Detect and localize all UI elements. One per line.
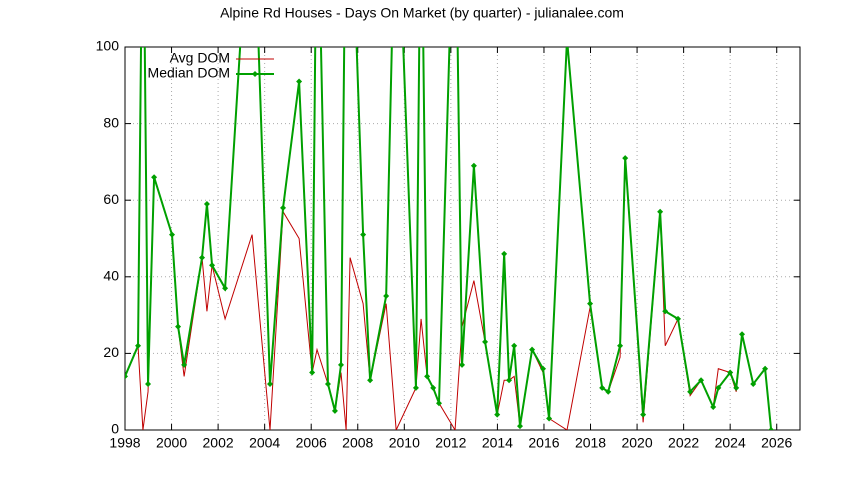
point [511, 342, 518, 349]
point [768, 427, 775, 430]
legend-label: Median DOM [148, 65, 230, 81]
x-tick-label: 2012 [435, 435, 466, 451]
x-tick-label: 2024 [715, 435, 746, 451]
x-tick-label: 2008 [342, 435, 373, 451]
point [459, 361, 466, 368]
x-tick-label: 2016 [528, 435, 559, 451]
point [506, 377, 513, 384]
x-tick-label: 2004 [249, 435, 280, 451]
point [599, 384, 606, 391]
x-tick-label: 2018 [575, 435, 606, 451]
x-tick-label: 2014 [482, 435, 513, 451]
x-tick-label: 2010 [389, 435, 420, 451]
point [640, 411, 647, 418]
point [715, 384, 722, 391]
point [733, 384, 740, 391]
point [762, 365, 769, 372]
point [267, 381, 274, 388]
point [222, 285, 229, 292]
point [424, 373, 431, 380]
point [169, 231, 176, 238]
point [470, 162, 477, 169]
point [280, 204, 287, 211]
point [296, 78, 303, 85]
point [360, 231, 367, 238]
point [199, 254, 206, 261]
point [383, 292, 390, 299]
y-tick-label: 100 [96, 38, 120, 54]
series-line [125, 158, 772, 430]
plot-area [125, 36, 775, 430]
point [209, 262, 216, 269]
point [367, 377, 374, 384]
x-tick-label: 2026 [761, 435, 792, 451]
point [546, 415, 553, 422]
y-tick-label: 80 [103, 114, 119, 130]
series-line [125, 47, 773, 430]
x-tick-label: 2002 [203, 435, 234, 451]
point [338, 361, 344, 368]
x-tick-label: 2006 [296, 435, 327, 451]
point [727, 369, 734, 376]
point [698, 377, 705, 384]
point [657, 208, 664, 215]
y-tick-label: 20 [103, 344, 119, 360]
point [622, 155, 629, 162]
point [540, 365, 547, 372]
point [203, 201, 210, 208]
point [529, 346, 536, 353]
point [135, 342, 142, 349]
point [324, 381, 331, 388]
x-tick-label: 2000 [156, 435, 187, 451]
point [739, 331, 746, 338]
x-tick-label: 2022 [668, 435, 699, 451]
point [412, 384, 419, 391]
y-tick-label: 60 [103, 191, 119, 207]
point [430, 384, 437, 391]
y-tick-label: 0 [111, 421, 119, 437]
point [175, 323, 182, 330]
point [482, 338, 489, 345]
point [181, 361, 188, 368]
point [687, 388, 694, 395]
point [587, 300, 594, 307]
point [675, 315, 682, 322]
point [501, 250, 508, 257]
x-tick-label: 2020 [621, 435, 652, 451]
point [494, 411, 501, 418]
point [309, 369, 316, 376]
y-tick-label: 40 [103, 268, 119, 284]
legend-marker [252, 71, 258, 77]
point [516, 423, 523, 430]
point [564, 36, 570, 42]
point [605, 388, 612, 395]
point [435, 400, 442, 407]
point [710, 404, 717, 411]
chart-title: Alpine Rd Houses - Days On Market (by qu… [220, 5, 624, 21]
x-tick-label: 1998 [109, 435, 140, 451]
legend-label: Avg DOM [170, 50, 230, 66]
point [125, 373, 128, 380]
point [750, 381, 757, 388]
point [145, 381, 152, 388]
point [151, 174, 158, 181]
plot-border [124, 46, 801, 431]
point [662, 308, 669, 315]
point [331, 407, 338, 414]
point [617, 342, 624, 349]
